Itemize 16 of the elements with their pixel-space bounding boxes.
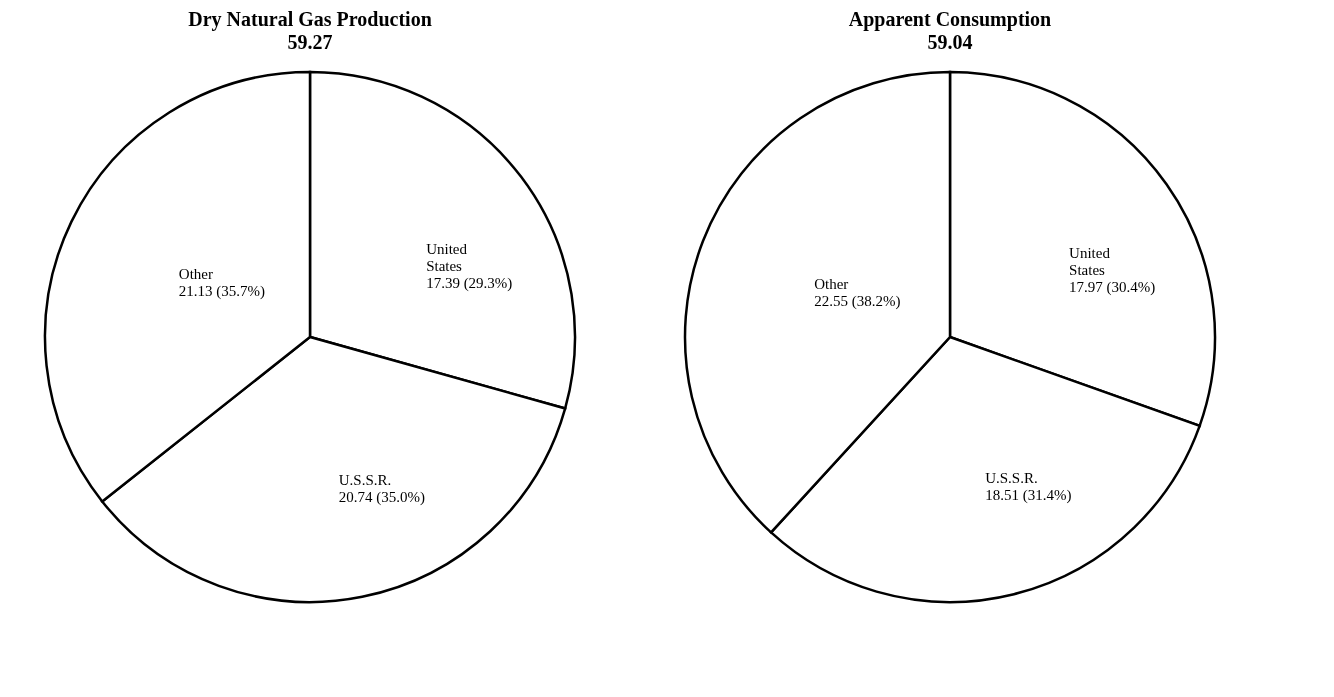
slice-label: Other [814, 276, 849, 293]
slice-label: United States [1069, 244, 1111, 278]
data-label: 22.55 (38.2%) [814, 293, 901, 311]
data-label: 17.97 (30.4%) [1069, 278, 1156, 296]
chart-subtitle: 59.27 [287, 31, 333, 53]
chart-title: Dry Natural Gas Production [188, 8, 432, 31]
slice-label: U.S.S.R. [985, 470, 1038, 487]
data-label: 17.39 (29.3%) [426, 274, 513, 292]
data-label: 21.13 (35.7%) [178, 282, 266, 300]
chart-title: Apparent Consumption [848, 8, 1052, 31]
slice-label: United States [426, 240, 468, 274]
data-label: 18.51 (31.4%) [985, 487, 1072, 505]
slice-label: Other [178, 265, 213, 282]
chart-subtitle: 59.04 [927, 31, 973, 53]
slice-label: U.S.S.R. [338, 471, 392, 488]
data-label: 20.74 (35.0%) [338, 488, 425, 506]
